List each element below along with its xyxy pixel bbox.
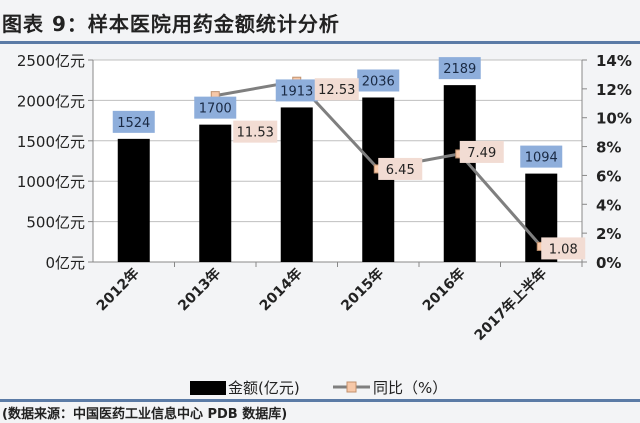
line-label-box bbox=[541, 237, 586, 260]
line-label: 7.49 bbox=[467, 146, 496, 161]
chart-title: 图表 9：样本医院用药金额统计分析 bbox=[2, 12, 340, 36]
line-label-box bbox=[314, 78, 359, 101]
x-tick-label: 2016年 bbox=[419, 265, 468, 314]
bar-label: 1913 bbox=[280, 84, 313, 99]
right-tick-label: 4% bbox=[596, 196, 621, 214]
left-tick-label: 2500亿元 bbox=[17, 52, 85, 70]
left-tick-label: 500亿元 bbox=[26, 214, 85, 232]
legend-bar-swatch bbox=[190, 381, 226, 395]
right-tick-label: 0% bbox=[596, 254, 621, 272]
bar-label-box bbox=[112, 110, 155, 133]
title-rule bbox=[0, 41, 640, 44]
bar-label: 1094 bbox=[525, 151, 558, 166]
bar bbox=[199, 124, 232, 262]
line-label-box bbox=[233, 120, 278, 143]
x-tick-label: 2014年 bbox=[256, 265, 305, 314]
bar-label-box bbox=[438, 57, 481, 80]
bar-label-box bbox=[357, 69, 400, 92]
bar-label-box bbox=[194, 96, 237, 119]
bar-label-box bbox=[520, 145, 563, 168]
legend-line-marker bbox=[346, 381, 357, 393]
right-tick-label: 2% bbox=[596, 225, 621, 243]
bar bbox=[280, 107, 313, 263]
line-label: 11.53 bbox=[237, 126, 274, 141]
bar-label: 2036 bbox=[362, 74, 395, 89]
line-label-box bbox=[459, 140, 504, 163]
right-tick-label: 10% bbox=[596, 110, 632, 128]
line-label: 12.53 bbox=[318, 83, 355, 98]
right-tick-label: 8% bbox=[596, 139, 621, 157]
bar bbox=[117, 138, 150, 262]
footer-rule bbox=[0, 399, 640, 402]
x-tick-label: 2015年 bbox=[338, 265, 387, 314]
left-tick-label: 1500亿元 bbox=[17, 133, 85, 151]
bar-label: 1700 bbox=[199, 102, 232, 117]
bar-label: 1524 bbox=[117, 116, 150, 131]
right-tick-label: 6% bbox=[596, 167, 621, 185]
left-tick-label: 2000亿元 bbox=[17, 92, 85, 110]
right-tick-label: 14% bbox=[596, 52, 632, 70]
right-tick-label: 12% bbox=[596, 81, 632, 99]
bar bbox=[443, 85, 476, 262]
left-tick-label: 1000亿元 bbox=[17, 173, 85, 191]
bar-label-box bbox=[275, 79, 318, 102]
line-label: 1.08 bbox=[549, 242, 578, 257]
x-tick-label: 2013年 bbox=[175, 265, 224, 314]
left-tick-label: 0亿元 bbox=[45, 254, 85, 272]
source-note: (数据来源：中国医药工业信息中心 PDB 数据库) bbox=[2, 407, 288, 422]
legend-bar-label: 金额(亿元) bbox=[228, 379, 300, 397]
legend-line-label: 同比（%） bbox=[373, 379, 447, 397]
bar-label: 2189 bbox=[443, 62, 476, 77]
line-label: 6.45 bbox=[386, 163, 415, 178]
line-label-box bbox=[378, 157, 423, 180]
x-tick-label: 2012年 bbox=[93, 265, 142, 314]
x-tick-label: 2017年上半年 bbox=[471, 265, 550, 344]
